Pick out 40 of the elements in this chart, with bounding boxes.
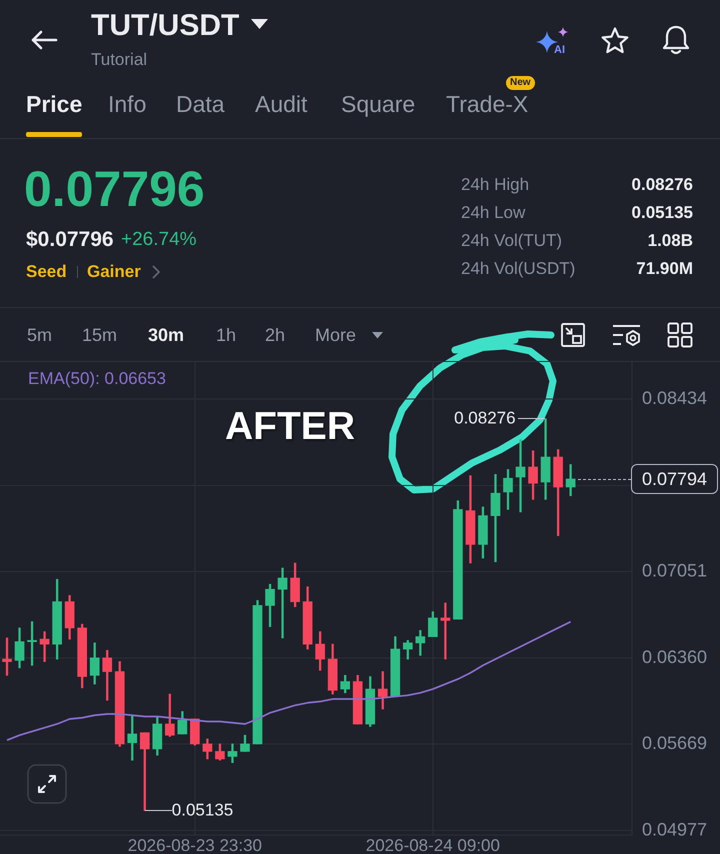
y-tick-label: 0.07051	[642, 560, 708, 581]
text: 24h Vol(TUT)	[461, 231, 562, 251]
text: Square	[341, 90, 416, 118]
annotation: 0.08276	[454, 408, 516, 428]
text: 2h	[265, 324, 286, 346]
annotation: 0.05135	[172, 800, 234, 820]
text: 0.07796	[24, 161, 205, 219]
text: Price	[26, 90, 82, 118]
y-tick-label: 0.06360	[642, 646, 708, 667]
text: 24h High	[461, 175, 530, 195]
text: 5m	[27, 324, 52, 346]
text: 30m	[148, 324, 184, 346]
text: Tutorial	[91, 50, 148, 70]
text: $0.07796	[26, 228, 114, 252]
text: +26.74%	[121, 229, 197, 251]
text: Gainer	[87, 262, 141, 282]
badge: New	[506, 76, 535, 90]
text: 71.90M	[636, 259, 693, 279]
text: Data	[176, 90, 225, 118]
text: Seed	[26, 262, 67, 282]
y-tick-label: 0.08434	[642, 388, 708, 408]
text: TUT/USDT	[91, 8, 240, 44]
text: 0.05135	[632, 203, 693, 223]
text: 24h Vol(USDT)	[461, 259, 576, 279]
price-tag: 0.07794	[631, 464, 718, 494]
text: EMA(50): 0.06653	[28, 369, 166, 388]
y-tick-label: 0.05669	[642, 733, 708, 754]
text: More	[315, 324, 356, 346]
text: 1h	[216, 324, 236, 346]
text: 1.08B	[648, 231, 693, 251]
text: Info	[108, 90, 146, 118]
text: Trade-X	[446, 90, 528, 118]
y-tick-label: 0.04977	[642, 819, 708, 840]
x-tick-label: 2026-08-24 09:00	[366, 836, 500, 854]
x-tick-label: 2026-08-23 23:30	[128, 836, 262, 854]
annotation: AFTER	[225, 404, 355, 448]
text: 0.08276	[632, 175, 693, 195]
text: 24h Low	[461, 203, 526, 223]
text: Audit	[255, 90, 308, 118]
text: 15m	[82, 324, 118, 346]
